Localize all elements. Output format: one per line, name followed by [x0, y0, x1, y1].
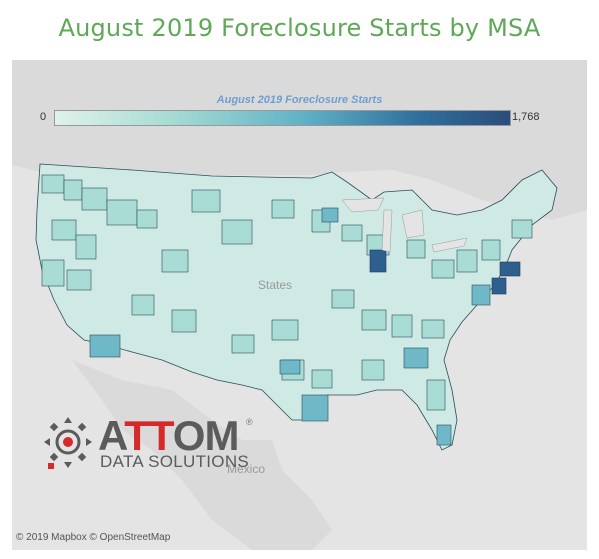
attom-logo-icon	[44, 417, 92, 469]
canada-land	[12, 60, 587, 220]
msa-regions-mid	[89, 207, 491, 446]
legend-title: August 2019 Foreclosure Starts	[216, 94, 383, 106]
legend-color-bar	[54, 110, 511, 126]
map-label-mexico: Mexico	[227, 462, 266, 476]
attom-wordmark: ATTOM	[98, 412, 240, 460]
legend-max-value: 1,768	[512, 111, 540, 123]
logo-subtitle: DATA SOLUTIONS	[100, 452, 250, 471]
msa-regions-high	[369, 249, 521, 295]
usa-land	[35, 163, 558, 451]
legend-min-value: 0	[40, 111, 47, 123]
mexico-land	[72, 360, 332, 550]
logo-suffix: OM	[172, 412, 240, 459]
attom-logo: ATTOM ® DATA SOLUTIONS	[42, 412, 272, 480]
logo-registered-mark: ®	[246, 417, 253, 427]
logo-prefix: A	[98, 412, 125, 459]
page-title: August 2019 Foreclosure Starts by MSA	[58, 14, 541, 42]
logo-highlight: TT	[124, 412, 174, 459]
great-lakes	[341, 197, 468, 253]
msa-regions	[41, 174, 533, 411]
map-canvas	[12, 60, 587, 550]
map-attribution[interactable]: © 2019 Mapbox © OpenStreetMap	[16, 532, 171, 543]
map-label-states: States	[258, 278, 293, 292]
choropleth-map[interactable]: August 2019 Foreclosure Starts 0 1,768 S…	[12, 60, 587, 550]
